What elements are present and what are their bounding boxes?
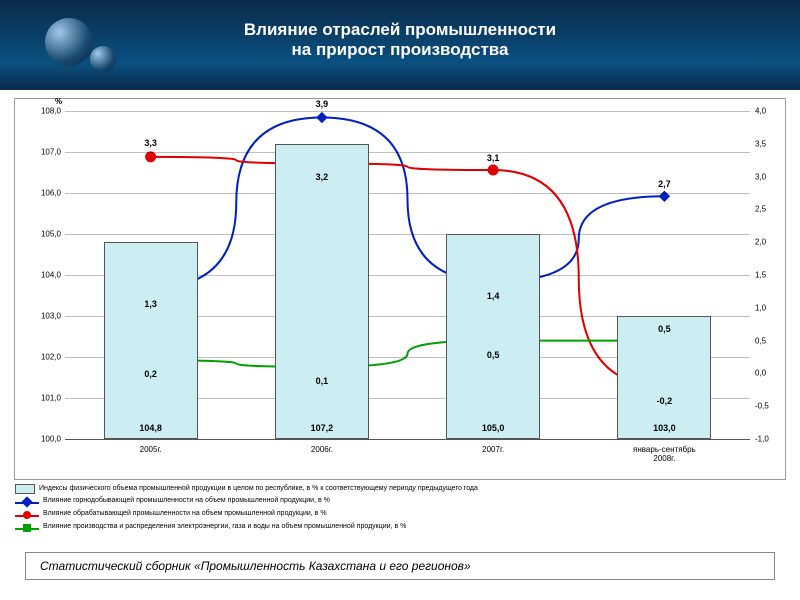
legend-item-bar: Индексы физического объема промышленной … (15, 484, 785, 495)
line-marker-icon (15, 509, 39, 521)
point-label: 0,5 (487, 350, 500, 360)
bar (275, 144, 369, 439)
bar (104, 242, 198, 439)
legend-item-mining: Влияние горнодобывающей промышленности н… (15, 496, 785, 508)
ytick-left: 107,0 (27, 148, 61, 157)
line-marker-icon (15, 522, 39, 534)
bar-value-label: 107,2 (311, 423, 334, 433)
page-title: Влияние отраслей промышленности на приро… (0, 0, 800, 60)
line-marker-icon (15, 496, 39, 508)
ytick-left: 104,0 (27, 271, 61, 280)
series-line (151, 118, 665, 289)
legend-label: Влияние обрабатывающей промышленности на… (43, 509, 327, 520)
ytick-right: 1,5 (755, 271, 781, 280)
ytick-right: 2,0 (755, 238, 781, 247)
ytick-right: 1,0 (755, 303, 781, 312)
point-label: 0,2 (144, 369, 157, 379)
point-label: 3,2 (316, 172, 329, 182)
ytick-left: 102,0 (27, 353, 61, 362)
ytick-right: 2,5 (755, 205, 781, 214)
x-category-label: 2006г. (311, 445, 333, 454)
point-label: 3,3 (144, 138, 157, 148)
chart: % 104,8 107,2 105,0 103,0 1,3 3,9 1,4 2,7 3,3 3,2… (14, 98, 786, 480)
series-marker (146, 152, 156, 162)
title-line-2: на прирост производства (0, 40, 800, 60)
ytick-left: 108,0 (27, 107, 61, 116)
source-footer: Статистический сборник «Промышленность К… (25, 552, 775, 580)
point-label: 0,1 (316, 376, 329, 386)
ytick-right: 3,5 (755, 139, 781, 148)
bar-value-label: 104,8 (139, 423, 162, 433)
ytick-right: -1,0 (755, 435, 781, 444)
ytick-right: 0,0 (755, 369, 781, 378)
ytick-right: 0,5 (755, 336, 781, 345)
bar-value-label: 105,0 (482, 423, 505, 433)
point-label: 3,9 (316, 99, 329, 109)
legend: Индексы физического объема промышленной … (15, 484, 785, 534)
ytick-right: 4,0 (755, 107, 781, 116)
ytick-left: 103,0 (27, 312, 61, 321)
series-marker (488, 165, 498, 175)
bar-swatch-icon (15, 484, 35, 494)
header: Влияние отраслей промышленности на приро… (0, 0, 800, 90)
legend-label: Влияние горнодобывающей промышленности н… (43, 496, 330, 507)
ytick-left: 100,0 (27, 435, 61, 444)
legend-item-utilities: Влияние производства и распределения эле… (15, 522, 785, 534)
ytick-left: 106,0 (27, 189, 61, 198)
legend-label: Влияние производства и распределения эле… (43, 522, 406, 533)
y-axis-unit: % (55, 97, 62, 106)
x-category-label: январь-сентябрь 2008г. (633, 445, 696, 463)
globe-icon-small (90, 46, 116, 72)
series-line (151, 341, 665, 367)
source-text: Статистический сборник «Промышленность К… (40, 559, 471, 573)
point-label: 1,3 (144, 299, 157, 309)
point-label: -0,2 (657, 396, 673, 406)
x-category-label: 2007г. (482, 445, 504, 454)
ytick-left: 101,0 (27, 394, 61, 403)
plot-area: 104,8107,2105,0103,01,33,91,42,73,33,23,… (65, 111, 750, 439)
x-category-label: 2005г. (140, 445, 162, 454)
point-label: 1,4 (487, 291, 500, 301)
globe-icon (45, 18, 93, 66)
point-label: 2,7 (658, 179, 671, 189)
point-label: 3,1 (487, 153, 500, 163)
legend-item-manufacturing: Влияние обрабатывающей промышленности на… (15, 509, 785, 521)
ytick-left: 105,0 (27, 230, 61, 239)
bar (617, 316, 711, 439)
bar-value-label: 103,0 (653, 423, 676, 433)
legend-label: Индексы физического объема промышленной … (39, 484, 478, 495)
bar (446, 234, 540, 439)
series-marker (317, 113, 327, 123)
point-label: 0,5 (658, 324, 671, 334)
ytick-right: 3,0 (755, 172, 781, 181)
ytick-right: -0,5 (755, 402, 781, 411)
title-line-1: Влияние отраслей промышленности (0, 20, 800, 40)
